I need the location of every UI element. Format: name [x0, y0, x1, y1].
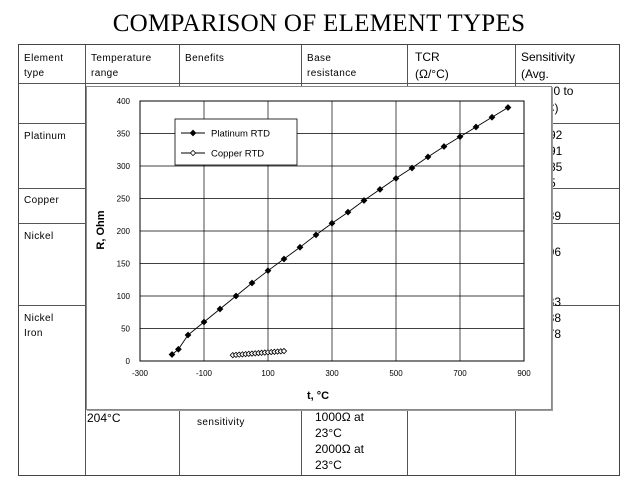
- y-tick-label: 0: [126, 357, 131, 366]
- data-point: [296, 243, 304, 251]
- row-platinum-type: Platinum: [24, 131, 67, 142]
- table-row-divider: [19, 123, 85, 124]
- data-point: [168, 351, 176, 358]
- table-row-divider: [19, 83, 619, 84]
- data-point: [280, 255, 288, 263]
- footer-temperature: 204°C: [87, 411, 121, 425]
- table-row-divider: [19, 188, 85, 189]
- data-point: [424, 153, 432, 161]
- data-point: [200, 318, 208, 326]
- header-base-resistance: Base resistance: [307, 53, 357, 79]
- data-point: [440, 143, 448, 150]
- y-axis-label: R, Ohm: [95, 210, 107, 249]
- plot-area-frame: [139, 100, 525, 362]
- y-tick-label: 150: [117, 260, 131, 269]
- x-tick-label: -100: [196, 369, 213, 378]
- data-point: [360, 197, 368, 204]
- y-tick-label: 100: [117, 292, 131, 301]
- x-tick-label: 100: [261, 369, 275, 378]
- legend-marker: [189, 129, 197, 137]
- data-point: [392, 174, 400, 182]
- footer-resistance: 1000Ω at 23°C 2000Ω at 23°C: [315, 410, 365, 472]
- x-tick-label: 300: [325, 369, 339, 378]
- x-tick-label: 900: [517, 369, 531, 378]
- series-copper-rtd: [229, 347, 288, 359]
- chart-axes: [139, 100, 525, 362]
- data-point: [280, 347, 288, 355]
- series-platinum-rtd: [168, 104, 512, 358]
- header-tcr: TCR (Ω/°C): [415, 50, 449, 81]
- y-tick-label: 400: [117, 97, 131, 106]
- y-tick-label: 250: [117, 195, 131, 204]
- x-tick-label: 700: [453, 369, 467, 378]
- table-row-divider: [515, 123, 619, 124]
- data-point: [232, 292, 240, 300]
- legend-box: [174, 118, 298, 166]
- data-point: [472, 123, 480, 131]
- chart-legend: Platinum RTD Copper RTD: [174, 118, 298, 166]
- header-element-type: Element type: [24, 53, 64, 79]
- data-point: [248, 279, 256, 287]
- page-title: COMPARISON OF ELEMENT TYPES: [112, 10, 526, 37]
- table-row-divider: [515, 223, 619, 224]
- data-point: [312, 231, 320, 239]
- y-tick-label: 350: [117, 130, 131, 139]
- data-point: [175, 345, 182, 353]
- y-tick-label: 200: [117, 227, 131, 236]
- header-benefits: Benefits: [185, 53, 225, 64]
- rtd-chart-panel: -300 -100 100 300 500 700 900 0 50 100 150 200 250 30…: [86, 86, 552, 410]
- rtd-chart: -300 -100 100 300 500 700 900 0 50 100 150 200 250 30…: [95, 97, 532, 402]
- table-row-divider: [515, 188, 619, 189]
- legend-label-copper-rtd: Copper RTD: [211, 149, 264, 160]
- chart-ticks: -300 -100 100 300 500 700 900 0 50 100 150 200 250 30…: [117, 97, 532, 378]
- data-point: [216, 305, 224, 313]
- footer-benefits: sensitivity: [197, 417, 245, 428]
- data-point: [488, 113, 496, 121]
- x-axis-label: t, °C: [307, 390, 329, 402]
- chart-series: [168, 104, 512, 359]
- data-point: [184, 331, 192, 339]
- data-point: [264, 267, 272, 275]
- row-nickel-type: Nickel: [24, 231, 54, 242]
- table-row-divider: [19, 223, 85, 224]
- y-tick-label: 300: [117, 162, 131, 171]
- table-row-divider: [515, 305, 619, 306]
- legend-marker: [189, 149, 197, 157]
- data-point: [504, 104, 512, 111]
- y-tick-label: 50: [121, 325, 130, 334]
- table-column-divider: [85, 45, 86, 475]
- data-point: [376, 186, 384, 193]
- x-tick-label: 500: [389, 369, 403, 378]
- table-row-divider: [19, 305, 85, 306]
- data-point: [456, 133, 464, 141]
- row-copper-type: Copper: [24, 195, 60, 206]
- data-point: [344, 208, 352, 216]
- row-nickel-iron-type: Nickel Iron: [24, 313, 54, 339]
- header-temperature-range: Temperature range: [91, 53, 152, 79]
- legend-label-platinum-rtd: Platinum RTD: [211, 129, 270, 140]
- data-point: [328, 219, 336, 227]
- x-tick-label: -300: [132, 369, 149, 378]
- data-point: [408, 164, 416, 172]
